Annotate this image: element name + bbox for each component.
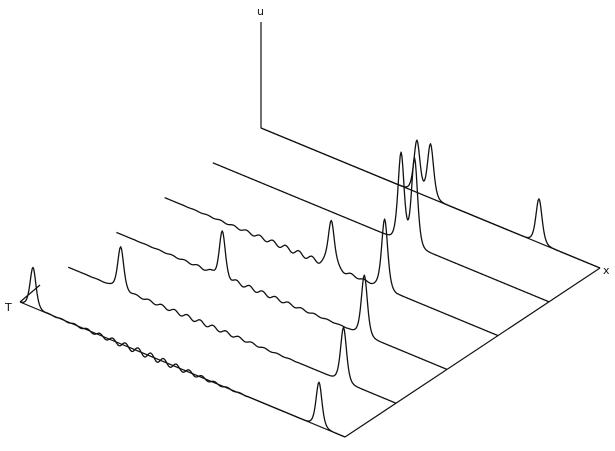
series-trace-0.2 xyxy=(67,246,397,404)
right-edge-line xyxy=(344,267,601,438)
near-edge-line xyxy=(19,301,346,438)
x-axis-label: x xyxy=(603,264,610,277)
series-trace-0.6 xyxy=(164,197,499,337)
near-corner-line xyxy=(19,284,41,303)
traces-layer xyxy=(19,127,601,438)
series-trace-0.4 xyxy=(116,230,448,371)
series-trace-0.8 xyxy=(212,151,550,303)
t-axis-label: T xyxy=(4,301,12,314)
far-edge-line xyxy=(260,127,601,269)
series-trace-0 xyxy=(19,266,346,438)
u-axis-label: u xyxy=(257,5,264,18)
